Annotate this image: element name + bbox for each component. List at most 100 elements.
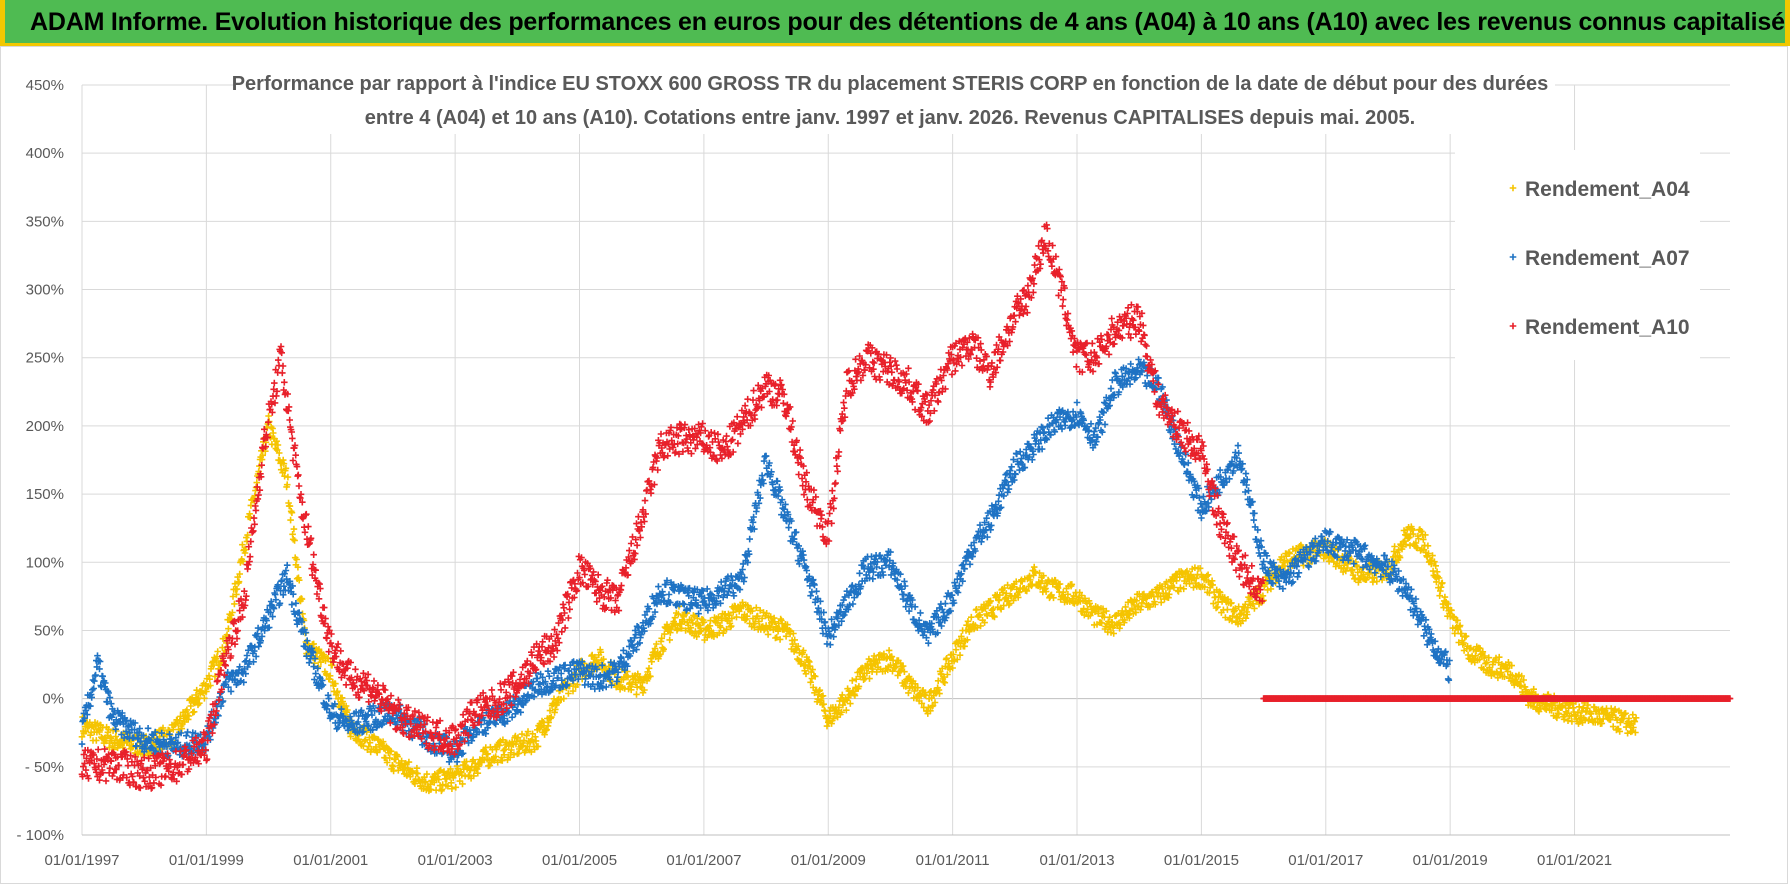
data-point: [280, 460, 288, 467]
data-point: [791, 636, 798, 644]
header-left-accent: [0, 0, 5, 46]
data-point: [552, 706, 559, 713]
data-point: [326, 672, 334, 680]
data-point: [281, 379, 288, 386]
data-point: [524, 728, 532, 735]
data-point: [99, 673, 106, 680]
data-point: [1157, 599, 1165, 606]
data-point: [927, 707, 934, 715]
data-point: [800, 647, 807, 654]
chart-frame: [0, 46, 1788, 884]
data-point: [286, 502, 294, 510]
data-point: [320, 604, 328, 611]
data-point: [288, 509, 296, 516]
data-point: [211, 673, 219, 680]
data-point: [144, 725, 152, 732]
data-point: [239, 541, 246, 548]
data-point: [229, 593, 237, 600]
data-point: [96, 728, 103, 736]
data-point: [762, 622, 770, 629]
data-point: [474, 769, 482, 777]
series-rendement-a10: [78, 221, 1267, 792]
data-point: [963, 621, 970, 629]
data-point: [569, 687, 577, 695]
data-point: [728, 615, 736, 622]
data-point: [1229, 612, 1236, 620]
data-point: [835, 704, 843, 711]
data-point: [820, 700, 827, 708]
data-point: [1162, 589, 1170, 597]
data-point: [1165, 591, 1173, 598]
data-point: [344, 706, 351, 714]
data-point: [901, 668, 908, 675]
data-point: [484, 750, 492, 758]
data-point: [1003, 590, 1010, 597]
data-point: [89, 722, 96, 730]
data-point: [1196, 565, 1204, 572]
data-point: [544, 667, 552, 675]
data-point: [1431, 558, 1438, 565]
data-point: [395, 696, 402, 704]
data-point: [251, 521, 258, 528]
data-point: [1138, 599, 1146, 607]
data-point: [660, 645, 667, 653]
data-point: [1073, 399, 1081, 406]
data-point: [334, 688, 341, 695]
data-point: [988, 606, 996, 614]
data-point: [666, 636, 673, 644]
data-point: [386, 754, 393, 762]
data-point: [741, 616, 749, 624]
data-point: [293, 556, 300, 563]
data-point: [641, 686, 648, 694]
data-point: [1264, 586, 1271, 594]
data-point: [694, 621, 702, 628]
data-point: [286, 416, 293, 424]
data-point: [430, 779, 438, 786]
data-point: [196, 699, 203, 707]
data-point: [520, 737, 528, 744]
data-point: [997, 605, 1005, 613]
data-point: [1391, 543, 1398, 550]
data-point: [501, 746, 509, 753]
data-point: [597, 648, 605, 656]
data-point: [651, 645, 659, 652]
data-point: [1245, 487, 1252, 494]
data-point: [849, 677, 856, 684]
data-point: [243, 652, 251, 659]
data-point: [763, 610, 770, 617]
data-point: [1349, 566, 1356, 573]
data-point: [284, 473, 292, 481]
data-point: [190, 708, 198, 716]
data-point: [1295, 569, 1303, 577]
data-point: [298, 595, 306, 603]
data-point: [1401, 537, 1408, 545]
data-point: [1242, 470, 1250, 477]
data-point: [743, 612, 751, 620]
data-point: [922, 692, 930, 699]
data-point: [754, 612, 761, 620]
data-point: [600, 655, 607, 663]
data-point: [838, 708, 845, 716]
data-point: [1406, 534, 1413, 541]
data-point: [767, 613, 774, 620]
data-point: [1400, 527, 1408, 534]
data-point: [978, 606, 986, 614]
data-point: [1177, 584, 1184, 591]
data-point: [782, 633, 790, 640]
data-point: [1373, 578, 1381, 585]
data-point: [798, 658, 805, 665]
data-point: [90, 685, 97, 692]
data-point: [1101, 421, 1109, 428]
data-point: [1151, 601, 1159, 608]
data-point: [214, 648, 221, 655]
data-point: [289, 435, 296, 442]
data-point: [78, 733, 86, 741]
data-point: [753, 604, 760, 611]
data-point: [639, 679, 646, 686]
data-point: [901, 582, 909, 590]
data-point: [105, 726, 112, 733]
data-point: [773, 634, 780, 641]
data-point: [244, 531, 251, 539]
data-point: [954, 656, 961, 663]
data-point: [1190, 584, 1197, 591]
